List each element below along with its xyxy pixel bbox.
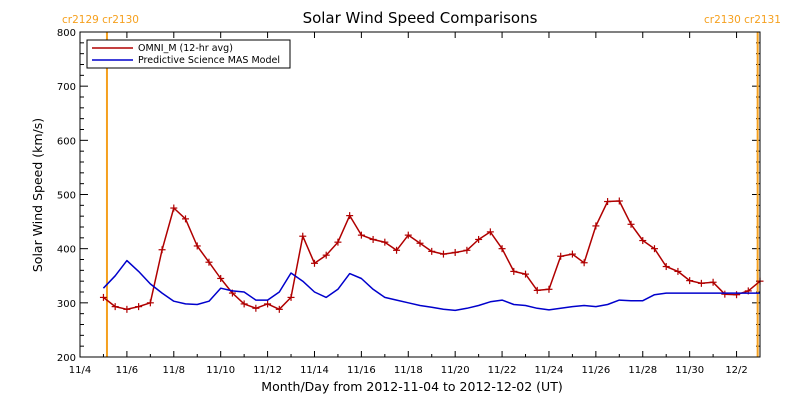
series-line-1 <box>102 259 760 312</box>
data-point-marker <box>310 259 318 267</box>
legend-label-mas: Predictive Science MAS Model <box>138 55 280 66</box>
data-point-marker <box>217 274 225 282</box>
data-point-marker <box>510 267 518 275</box>
data-point-marker <box>662 263 670 271</box>
legend-label-omni: OMNI_M (12-hr avg) <box>138 43 233 54</box>
data-point-marker <box>275 305 283 313</box>
y-tick-label: 800 <box>57 28 76 39</box>
data-point-marker <box>240 300 248 308</box>
y-tick-label: 500 <box>57 191 76 202</box>
x-tick-label: 11/14 <box>300 365 329 376</box>
data-point-marker <box>334 238 342 246</box>
legend: OMNI_M (12-hr avg) Predictive Science MA… <box>86 39 291 69</box>
data-point-marker <box>287 293 295 301</box>
y-tick-label: 600 <box>57 136 76 147</box>
x-tick-label: 11/24 <box>535 365 564 376</box>
data-point-marker <box>146 299 154 307</box>
data-point-marker <box>615 197 623 205</box>
data-point-marker <box>533 286 541 294</box>
x-tick-label: 11/8 <box>163 365 185 376</box>
data-point-marker <box>428 247 436 255</box>
data-point-marker <box>99 293 107 301</box>
cr-vertical-markers <box>105 32 759 357</box>
data-point-marker <box>299 232 307 240</box>
x-tick-label: 11/30 <box>675 365 704 376</box>
data-point-marker <box>439 250 447 258</box>
data-point-marker <box>252 304 260 312</box>
data-point-marker <box>369 235 377 243</box>
data-point-marker <box>522 270 530 278</box>
data-point-marker <box>486 228 494 236</box>
data-point-marker <box>733 291 741 299</box>
data-point-marker <box>463 246 471 254</box>
data-point-marker <box>182 215 190 223</box>
x-tick-label: 11/10 <box>206 365 235 376</box>
data-point-marker <box>135 303 143 311</box>
y-tick-label: 700 <box>57 82 76 93</box>
x-tick-label: 11/4 <box>69 365 91 376</box>
data-point-marker <box>568 250 576 258</box>
data-point-marker <box>381 238 389 246</box>
data-point-marker <box>697 279 705 287</box>
x-tick-label: 11/22 <box>488 365 517 376</box>
axis-ticks: 11/4 11/6 11/8 11/10 11/12 11/14 11/16 11/18 11/… <box>57 28 760 376</box>
data-point-marker <box>627 220 635 228</box>
data-point-marker <box>639 237 647 245</box>
data-point-marker <box>322 251 330 259</box>
data-point-marker <box>709 278 717 286</box>
cr-marker-label-left: cr2129 cr2130 <box>62 14 139 26</box>
data-point-marker <box>604 198 612 206</box>
data-point-marker <box>580 259 588 267</box>
data-point-marker <box>393 246 401 254</box>
data-point-marker <box>721 290 729 298</box>
x-tick-label: 11/28 <box>628 365 657 376</box>
data-point-marker <box>404 231 412 239</box>
data-point-marker <box>498 245 506 253</box>
data-point-marker <box>357 231 365 239</box>
series-group <box>99 197 764 313</box>
data-point-marker <box>557 252 565 260</box>
cr-marker-label-right: cr2130 cr2131 <box>704 14 781 26</box>
x-tick-label: 11/6 <box>116 365 138 376</box>
x-tick-label: 11/20 <box>441 365 470 376</box>
x-axis-label: Month/Day from 2012-11-04 to 2012-12-02 … <box>261 379 562 394</box>
data-point-marker <box>451 248 459 256</box>
data-point-marker <box>416 239 424 247</box>
data-point-marker <box>205 258 213 266</box>
data-point-marker <box>674 267 682 275</box>
plot-frame <box>79 31 761 358</box>
y-tick-label: 300 <box>57 299 76 310</box>
data-point-marker <box>686 277 694 285</box>
data-point-marker <box>592 222 600 230</box>
x-tick-label: 11/12 <box>253 365 282 376</box>
data-point-marker <box>650 245 658 253</box>
data-point-marker <box>123 305 131 313</box>
data-point-marker <box>193 242 201 250</box>
data-point-marker <box>111 303 119 311</box>
x-tick-label: 11/16 <box>347 365 376 376</box>
data-point-marker <box>545 285 553 293</box>
data-point-marker <box>170 204 178 212</box>
y-axis-label: Solar Wind Speed (km/s) <box>30 118 45 272</box>
x-tick-label: 11/26 <box>581 365 610 376</box>
data-point-marker <box>346 212 354 220</box>
chart-title: Solar Wind Speed Comparisons <box>303 9 538 27</box>
legend-box <box>86 39 291 69</box>
data-point-marker <box>264 300 272 308</box>
data-point-marker <box>475 235 483 243</box>
y-tick-label: 200 <box>57 353 76 364</box>
data-point-marker <box>158 246 166 254</box>
x-tick-label: 11/18 <box>394 365 423 376</box>
x-tick-label: 12/2 <box>725 365 747 376</box>
y-tick-label: 400 <box>57 245 76 256</box>
